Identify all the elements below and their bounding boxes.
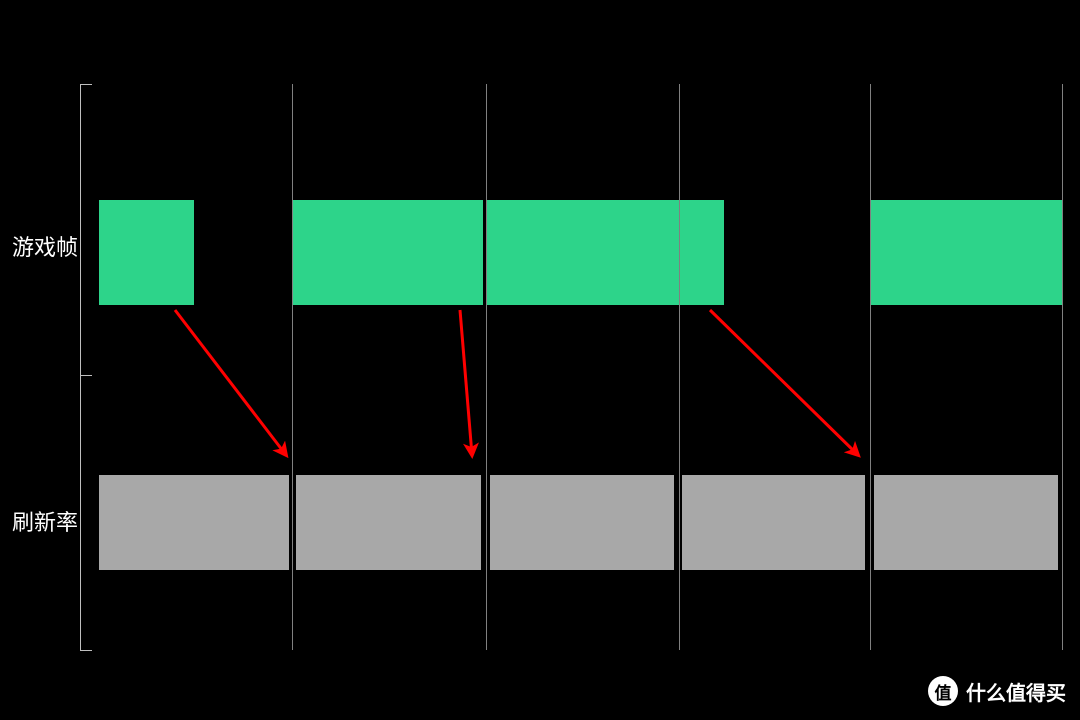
watermark: 值 什么值得买 bbox=[928, 676, 1066, 706]
refresh-block bbox=[99, 475, 289, 570]
refresh-block bbox=[296, 475, 481, 570]
axis-tick-mid bbox=[80, 375, 92, 376]
watermark-text: 什么值得买 bbox=[966, 677, 1066, 706]
refresh-block bbox=[874, 475, 1058, 570]
axis-vertical bbox=[80, 84, 81, 650]
gridline bbox=[1062, 84, 1063, 650]
row-label-frame: 游戏帧 bbox=[12, 230, 78, 262]
axis-tick-top bbox=[80, 84, 92, 85]
refresh-block bbox=[682, 475, 865, 570]
watermark-badge-icon: 值 bbox=[928, 676, 958, 706]
frame-block bbox=[293, 200, 483, 305]
refresh-block bbox=[490, 475, 674, 570]
gridline bbox=[292, 84, 293, 650]
frame-block bbox=[487, 200, 724, 305]
frame-block bbox=[99, 200, 194, 305]
gridline bbox=[679, 84, 680, 650]
frame-block bbox=[871, 200, 1062, 305]
gridline bbox=[870, 84, 871, 650]
diagram-canvas bbox=[0, 0, 1080, 720]
gridline bbox=[486, 84, 487, 650]
axis-tick-bottom bbox=[80, 650, 92, 651]
row-label-refresh: 刷新率 bbox=[12, 505, 78, 537]
